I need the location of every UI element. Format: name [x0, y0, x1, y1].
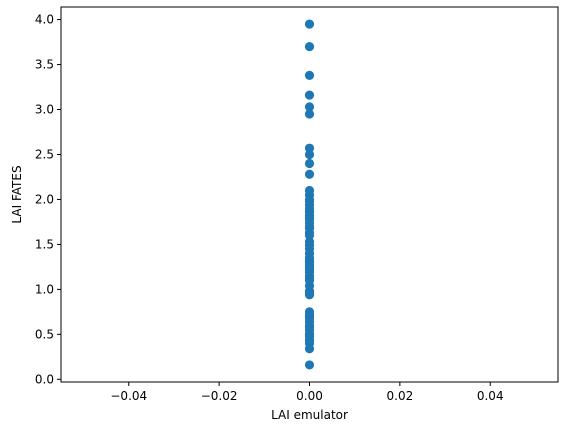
y-axis-ticks: 0.0 0.5 1.0 1.5 2.0 2.5 3.0 3.5 4.0	[35, 13, 61, 386]
x-tick-label: −0.02	[201, 389, 238, 403]
data-point	[304, 19, 315, 29]
data-points	[304, 19, 315, 370]
y-tick-label: 4.0	[35, 13, 54, 27]
y-tick-label: 1.0	[35, 282, 54, 296]
data-point	[304, 311, 315, 321]
data-point	[304, 212, 315, 223]
x-tick-label: −0.04	[110, 389, 147, 403]
data-point	[304, 360, 315, 370]
data-point	[304, 169, 315, 179]
x-tick-label: 0.00	[296, 389, 323, 403]
data-point	[304, 206, 315, 216]
y-axis-label: LAI FATES	[10, 165, 24, 223]
y-tick-label: 3.0	[35, 103, 54, 117]
data-point	[304, 322, 315, 332]
data-point	[304, 70, 315, 80]
data-point	[304, 143, 315, 153]
data-point	[304, 260, 315, 270]
data-point	[304, 330, 315, 340]
data-point	[304, 90, 315, 100]
data-point	[304, 102, 315, 112]
data-point	[304, 221, 315, 232]
data-point	[304, 158, 315, 169]
data-point	[304, 149, 315, 160]
y-tick-label: 1.5	[35, 237, 54, 251]
y-tick-label: 2.0	[35, 192, 54, 206]
data-point	[304, 194, 315, 205]
x-axis-label: LAI emulator	[271, 408, 348, 422]
data-point	[304, 275, 315, 285]
data-point	[304, 288, 315, 298]
y-tick-label: 2.5	[35, 147, 54, 161]
x-tick-label: 0.02	[387, 389, 414, 403]
x-tick-label: 0.04	[477, 389, 504, 403]
data-point	[304, 344, 315, 354]
data-point	[304, 109, 315, 119]
y-tick-label: 3.5	[35, 58, 54, 72]
y-tick-label: 0.5	[35, 327, 54, 341]
data-point	[304, 230, 315, 241]
data-point	[304, 41, 315, 52]
axes-frame	[60, 6, 559, 383]
y-tick-label: 0.0	[35, 372, 54, 386]
x-axis-ticks: −0.04 −0.02 0.00 0.02 0.04	[110, 382, 504, 403]
